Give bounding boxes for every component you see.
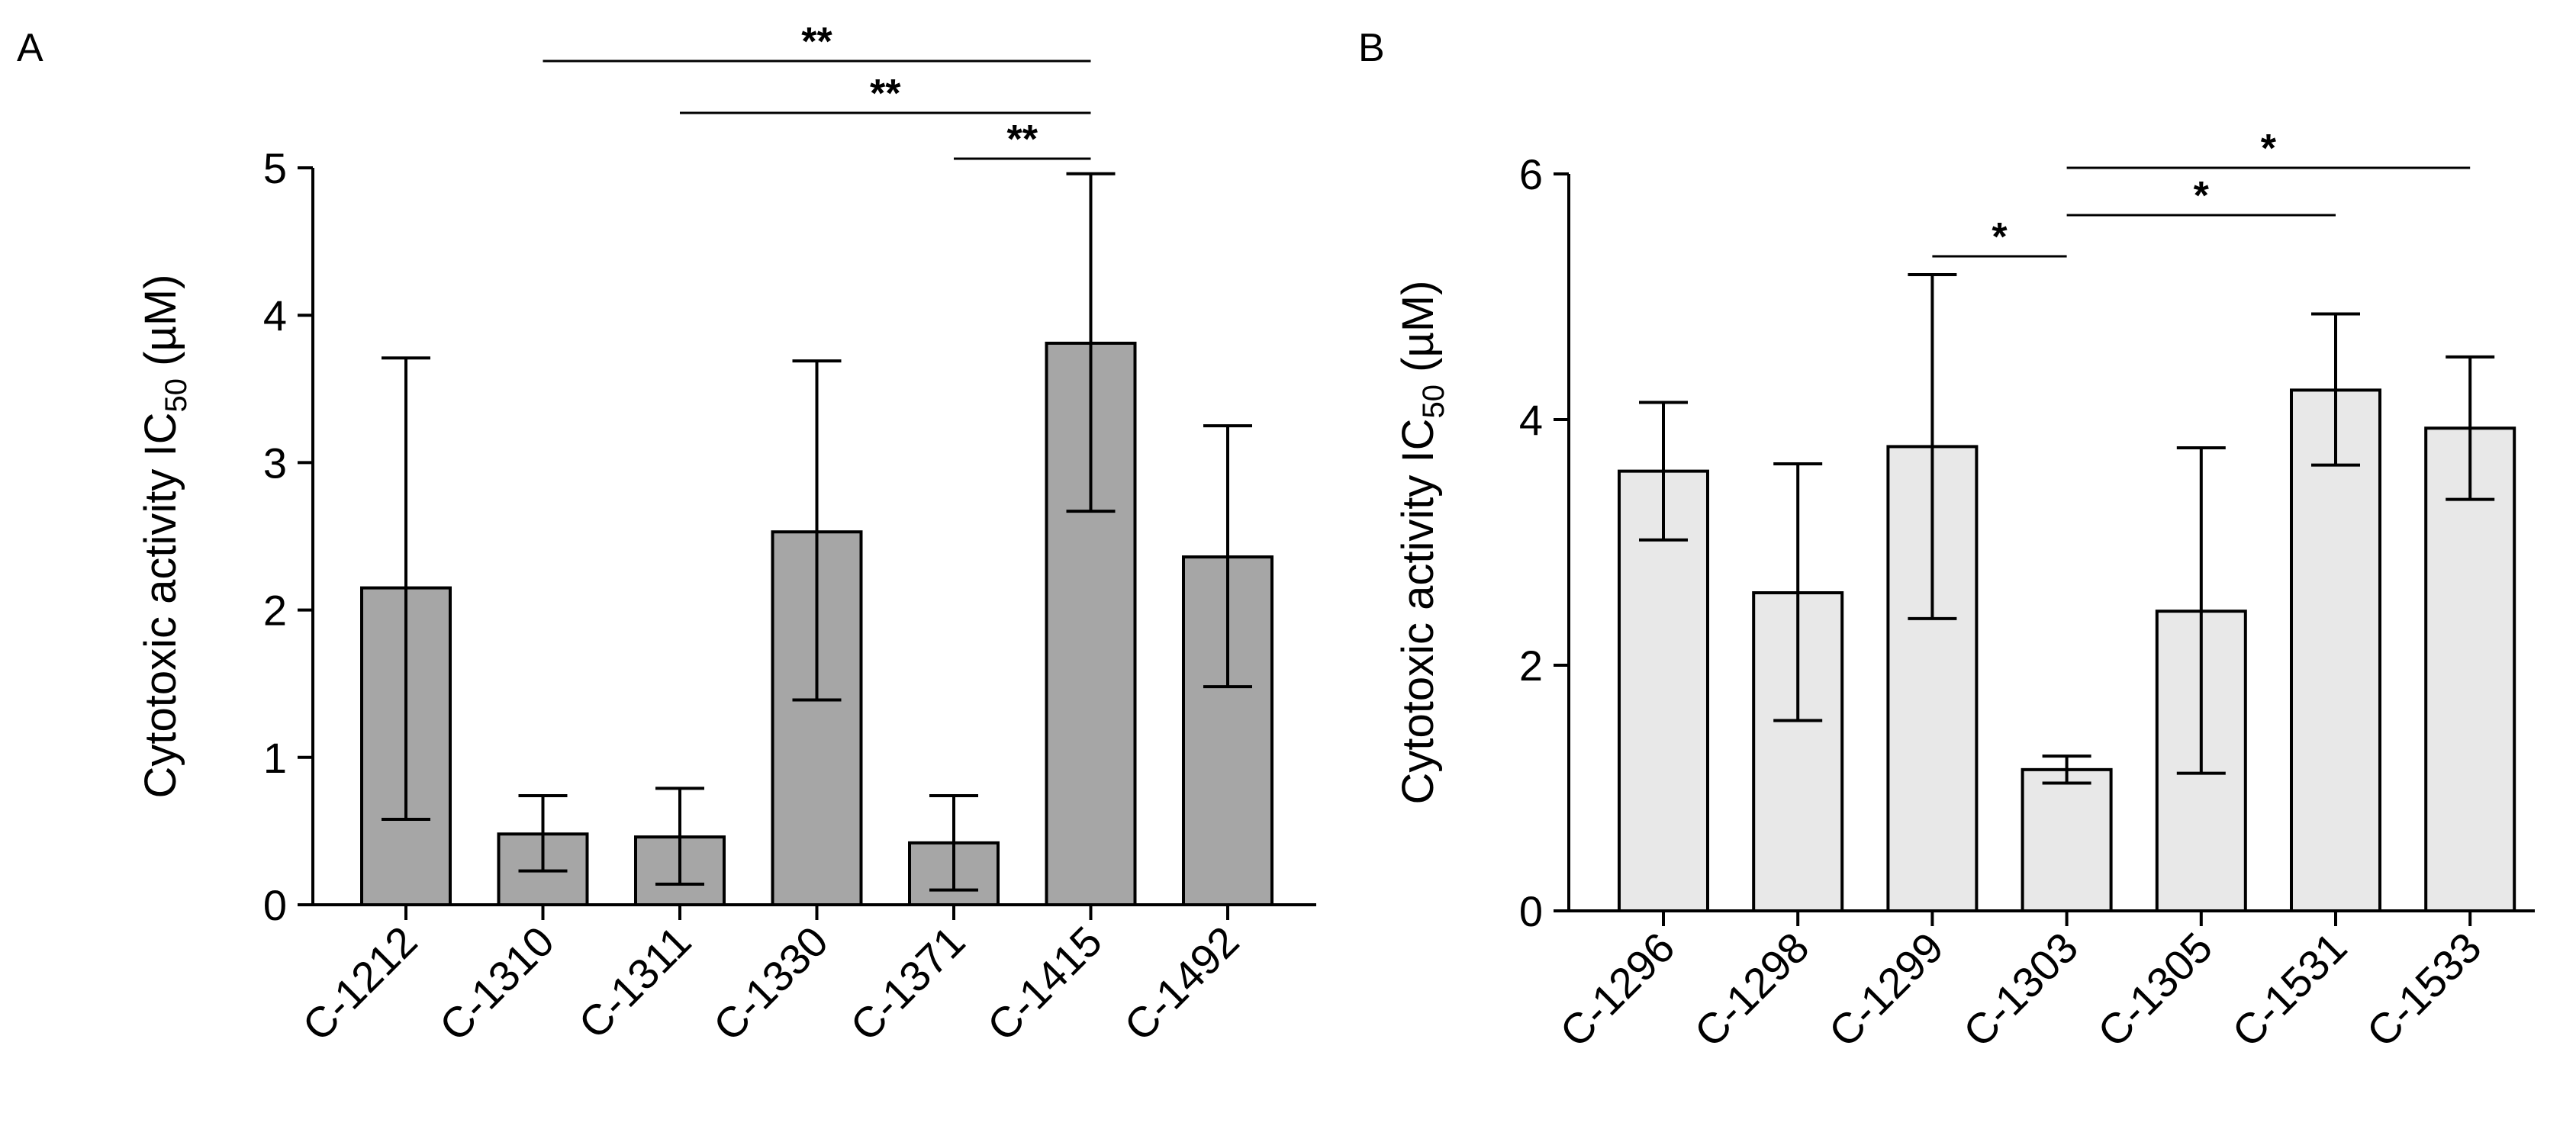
x-tick-label: C-1298: [1685, 923, 1818, 1056]
y-tick-label: 5: [263, 144, 287, 192]
x-tick-label: C-1299: [1819, 923, 1952, 1056]
x-tick-label: C-1305: [2088, 923, 2221, 1056]
x-tick-label: C-1212: [293, 917, 426, 1050]
bar: [2424, 426, 2516, 912]
x-tick-label: C-1310: [430, 917, 563, 1050]
panel-a: A Cytotoxic activity IC50 (µM) 0 1 2 3 4 5 C-121…: [17, 20, 1316, 1050]
y-tick-label: 3: [263, 439, 287, 487]
significance-label: *: [2261, 127, 2277, 171]
significance-label: *: [1992, 215, 2008, 259]
significance-label: **: [801, 20, 832, 64]
y-axis-label-main: Cytotoxic activity IC: [136, 412, 185, 798]
y-tick-label: 4: [263, 291, 287, 339]
panel-label: A: [17, 26, 43, 70]
x-tick-label: C-1311: [569, 917, 700, 1047]
x-tick-label: C-1531: [2223, 923, 2355, 1056]
y-axis-label: Cytotoxic activity IC50 (µM): [1393, 281, 1451, 805]
y-axis-label-subscript: 50: [159, 378, 193, 413]
bar: [771, 530, 863, 906]
y-tick-label: 4: [1519, 396, 1543, 444]
bar: [2290, 388, 2381, 912]
y-tick-label: 0: [1519, 887, 1543, 935]
x-tick-label: C-1296: [1550, 923, 1683, 1056]
x-tick-label: C-1492: [1115, 917, 1248, 1050]
y-axis-label: Cytotoxic activity IC50 (µM): [136, 275, 193, 799]
x-tick-label: C-1303: [1954, 923, 2087, 1056]
y-axis-label-subscript: 50: [1417, 384, 1451, 419]
x-tick-label: C-1371: [841, 917, 974, 1050]
significance-label: **: [1007, 117, 1038, 162]
y-axis-label-unit: (µM): [1393, 281, 1443, 384]
panel-label: B: [1358, 26, 1385, 70]
x-tick-label: C-1415: [978, 917, 1111, 1050]
y-tick-label: 1: [263, 734, 287, 782]
y-tick-label: 0: [263, 881, 287, 929]
y-axis-label-main: Cytotoxic activity IC: [1393, 418, 1443, 804]
x-tick-label: C-1533: [2357, 923, 2490, 1056]
y-tick-label: 2: [263, 587, 287, 635]
y-tick-label: 6: [1519, 150, 1543, 198]
significance-label: *: [2194, 174, 2210, 218]
y-tick-label: 2: [1519, 642, 1543, 690]
bar: [1618, 469, 1709, 912]
y-axis-label-unit: (µM): [136, 275, 185, 378]
x-tick-label: C-1330: [704, 917, 837, 1050]
significance-label: **: [870, 72, 901, 116]
bar: [2021, 767, 2113, 912]
